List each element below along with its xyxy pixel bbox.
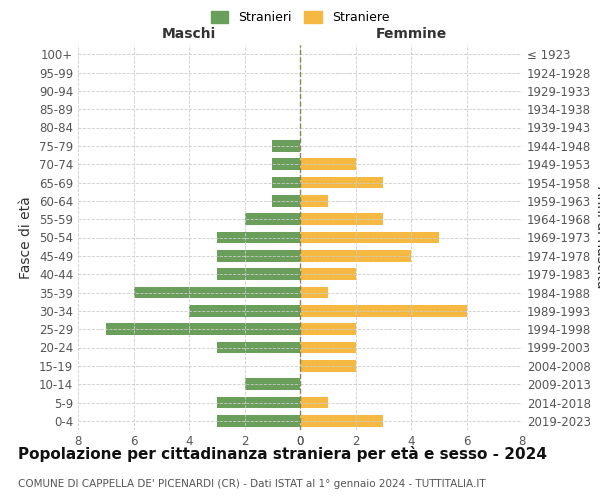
Bar bbox=[300, 415, 383, 427]
Bar bbox=[272, 158, 300, 170]
Bar bbox=[300, 195, 328, 207]
Bar bbox=[217, 415, 300, 427]
Bar bbox=[300, 342, 355, 353]
Text: Popolazione per cittadinanza straniera per età e sesso - 2024: Popolazione per cittadinanza straniera p… bbox=[18, 446, 547, 462]
Title: Femmine: Femmine bbox=[376, 27, 446, 41]
Bar bbox=[300, 268, 355, 280]
Bar bbox=[217, 250, 300, 262]
Bar bbox=[106, 323, 300, 335]
Y-axis label: Fasce di età: Fasce di età bbox=[19, 196, 34, 279]
Bar bbox=[300, 176, 383, 188]
Bar bbox=[300, 286, 328, 298]
Bar bbox=[245, 378, 300, 390]
Bar bbox=[217, 396, 300, 408]
Bar bbox=[300, 213, 383, 225]
Bar bbox=[217, 268, 300, 280]
Bar bbox=[300, 232, 439, 243]
Bar bbox=[189, 305, 300, 317]
Bar bbox=[272, 195, 300, 207]
Bar bbox=[133, 286, 300, 298]
Bar bbox=[300, 250, 411, 262]
Text: COMUNE DI CAPPELLA DE' PICENARDI (CR) - Dati ISTAT al 1° gennaio 2024 - TUTTITAL: COMUNE DI CAPPELLA DE' PICENARDI (CR) - … bbox=[18, 479, 485, 489]
Title: Maschi: Maschi bbox=[162, 27, 216, 41]
Bar bbox=[300, 305, 467, 317]
Legend: Stranieri, Straniere: Stranieri, Straniere bbox=[206, 6, 394, 29]
Bar bbox=[272, 176, 300, 188]
Bar bbox=[300, 323, 355, 335]
Y-axis label: Anni di nascita: Anni di nascita bbox=[594, 186, 600, 289]
Bar bbox=[300, 360, 355, 372]
Bar bbox=[300, 396, 328, 408]
Bar bbox=[300, 158, 355, 170]
Bar bbox=[217, 342, 300, 353]
Bar bbox=[217, 232, 300, 243]
Bar bbox=[272, 140, 300, 152]
Bar bbox=[245, 213, 300, 225]
